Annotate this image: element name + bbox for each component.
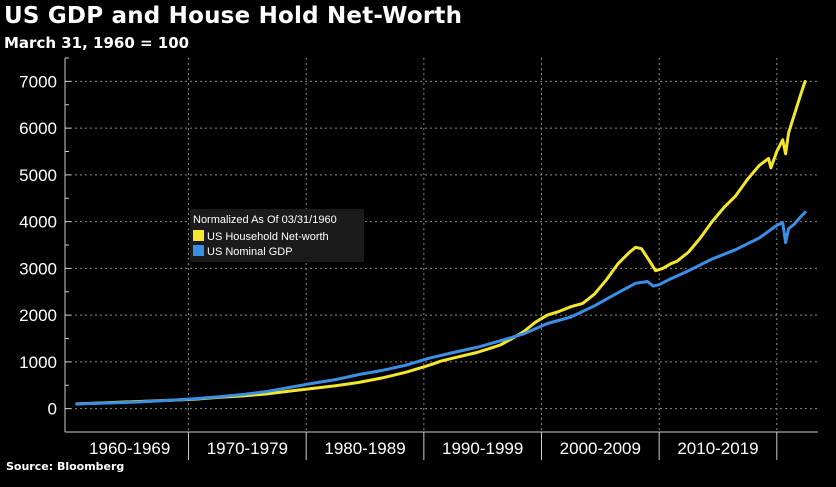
x-tick-label: 1980-1989 [324,439,405,458]
legend-title: Normalized As Of 03/31/1960 [193,214,337,226]
y-tick-label: 2000 [19,306,57,325]
legend-swatch-gdp [193,245,204,256]
axes: 0 1000 2000 3000 4000 5000 6000 7000 1960-1969 19… [19,57,818,460]
y-tick-label: 6000 [19,119,57,138]
x-tick-label: 1990-1999 [442,439,523,458]
y-tick-label: 1000 [19,353,57,372]
legend-label-gdp: US Nominal GDP [207,246,293,258]
y-tick-label: 3000 [19,259,57,278]
x-tick-label: 1960-1969 [89,439,170,458]
legend-swatch-net-worth [193,230,204,241]
chart-title: US GDP and House Hold Net-Worth [4,3,463,29]
x-tick-label: 2000-2009 [560,439,641,458]
net-worth-line [75,79,807,406]
legend-label-net-worth: US Household Net-worth [207,231,329,243]
legend-background [190,209,364,262]
y-tick-label: 4000 [19,213,57,232]
gdp-line [75,210,807,406]
y-tick-label: 5000 [19,166,57,185]
x-tick-label: 1970-1979 [207,439,288,458]
chart-subtitle: March 31, 1960 = 100 [4,34,190,52]
legend: Normalized As Of 03/31/1960 US Household… [190,209,364,262]
y-tick-label: 7000 [19,72,57,91]
y-tick-label: 0 [48,400,57,419]
gridlines [65,58,818,432]
series-lines [75,79,807,406]
x-tick-label: 2010-2019 [677,439,758,458]
source-note: Source: Bloomberg [6,460,125,473]
